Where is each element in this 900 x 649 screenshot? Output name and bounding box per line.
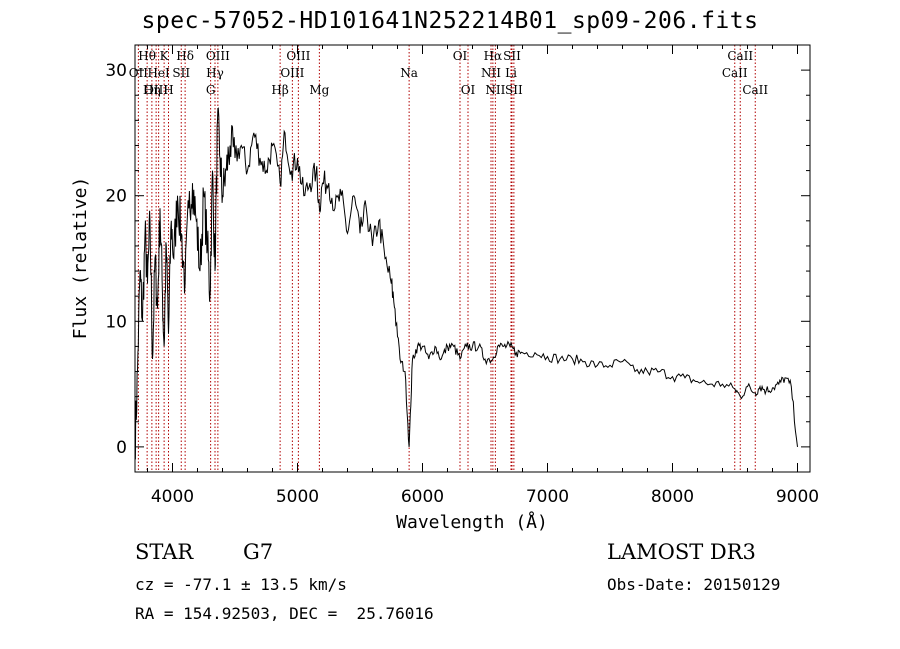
x-tick-label: 6000 (401, 487, 444, 507)
y-axis-label: Flux (relative) (70, 177, 91, 340)
line-label: NII (485, 83, 505, 97)
line-label: OIII (286, 49, 310, 63)
line-label: OI (461, 83, 476, 97)
line-label: H (163, 83, 173, 97)
line-label: Na (400, 66, 418, 80)
spectral-line-markers (137, 45, 756, 472)
y-tick-label: 0 (116, 438, 127, 458)
survey-name: LAMOST DR3 (607, 540, 756, 564)
spectrum-line (134, 107, 798, 460)
axis-ticks: 4000 5000 6000 7000 8000 9000 0 10 20 30 (105, 44, 819, 507)
line-label: OII (129, 66, 149, 80)
coordinates-readout: RA = 154.92503, DEC = 25.76016 (135, 604, 434, 623)
x-tick-label: 7000 (526, 487, 569, 507)
object-class: STAR (135, 540, 194, 564)
line-label: OI (453, 49, 468, 63)
line-label: Hβ (271, 83, 288, 97)
line-label: SII (505, 83, 523, 97)
line-label: Hη (143, 83, 161, 97)
line-label: Hδ (176, 49, 194, 63)
y-tick-label: 30 (105, 61, 127, 81)
velocity-readout: cz = -77.1 ± 13.5 km/s (135, 575, 347, 594)
y-tick-label: 10 (105, 312, 127, 332)
x-tick-label: 5000 (276, 487, 319, 507)
obs-date: Obs-Date: 20150129 (607, 575, 781, 594)
chart-title: spec-57052-HD101641N252214B01_sp09-206.f… (141, 8, 759, 34)
line-label: Hγ (206, 66, 224, 80)
x-axis-label: Wavelength (Å) (396, 511, 548, 533)
line-label: Mg (309, 83, 329, 97)
x-tick-label: 9000 (776, 487, 819, 507)
line-label: OIII (280, 66, 304, 80)
y-tick-label: 20 (105, 187, 127, 207)
line-label: K (160, 49, 170, 63)
plot-frame (134, 44, 811, 473)
line-label: SII (172, 66, 190, 80)
line-label: CaII (742, 83, 768, 97)
line-label: Hθ (138, 49, 156, 63)
object-subclass: G7 (243, 540, 274, 564)
line-label: NII (481, 66, 501, 80)
x-tick-label: 4000 (151, 487, 194, 507)
line-label: HeI (147, 66, 170, 80)
line-label: Hα (484, 49, 503, 63)
line-label: OIII (144, 83, 168, 97)
x-tick-label: 8000 (651, 487, 694, 507)
line-label: Li (505, 66, 517, 80)
spectrum-series (134, 107, 798, 460)
line-label: CaII (727, 49, 753, 63)
line-label: G (206, 83, 216, 97)
line-label: SII (503, 49, 521, 63)
line-label: CaII (722, 66, 748, 80)
line-label: OIII (206, 49, 230, 63)
